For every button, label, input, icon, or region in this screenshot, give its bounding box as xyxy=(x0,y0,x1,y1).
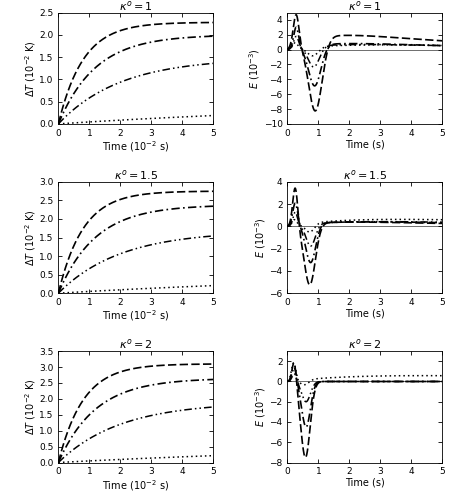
X-axis label: Time ($10^{-2}$ s): Time ($10^{-2}$ s) xyxy=(102,308,169,323)
Y-axis label: $E$ ($10^{-3}$): $E$ ($10^{-3}$) xyxy=(253,386,268,427)
X-axis label: Time ($10^{-2}$ s): Time ($10^{-2}$ s) xyxy=(102,478,169,492)
Title: $\kappa^o = 2$: $\kappa^o = 2$ xyxy=(119,337,153,351)
Title: $\kappa^o = 1.5$: $\kappa^o = 1.5$ xyxy=(114,168,158,182)
X-axis label: Time ($10^{-2}$ s): Time ($10^{-2}$ s) xyxy=(102,139,169,154)
X-axis label: Time (s): Time (s) xyxy=(345,308,385,318)
Y-axis label: $E$ ($10^{-3}$): $E$ ($10^{-3}$) xyxy=(247,48,262,88)
X-axis label: Time (s): Time (s) xyxy=(345,478,385,488)
Title: $\kappa^o = 2$: $\kappa^o = 2$ xyxy=(348,337,382,351)
X-axis label: Time (s): Time (s) xyxy=(345,139,385,149)
Y-axis label: $E$ ($10^{-3}$): $E$ ($10^{-3}$) xyxy=(253,217,268,258)
Title: $\kappa^o = 1$: $\kappa^o = 1$ xyxy=(348,0,382,12)
Title: $\kappa^o = 1$: $\kappa^o = 1$ xyxy=(119,0,153,12)
Y-axis label: $\Delta T$ ($10^{-2}$ K): $\Delta T$ ($10^{-2}$ K) xyxy=(23,40,38,96)
Y-axis label: $\Delta T$ ($10^{-2}$ K): $\Delta T$ ($10^{-2}$ K) xyxy=(23,378,38,435)
Y-axis label: $\Delta T$ ($10^{-2}$ K): $\Delta T$ ($10^{-2}$ K) xyxy=(23,209,38,266)
Title: $\kappa^o = 1.5$: $\kappa^o = 1.5$ xyxy=(343,168,387,182)
